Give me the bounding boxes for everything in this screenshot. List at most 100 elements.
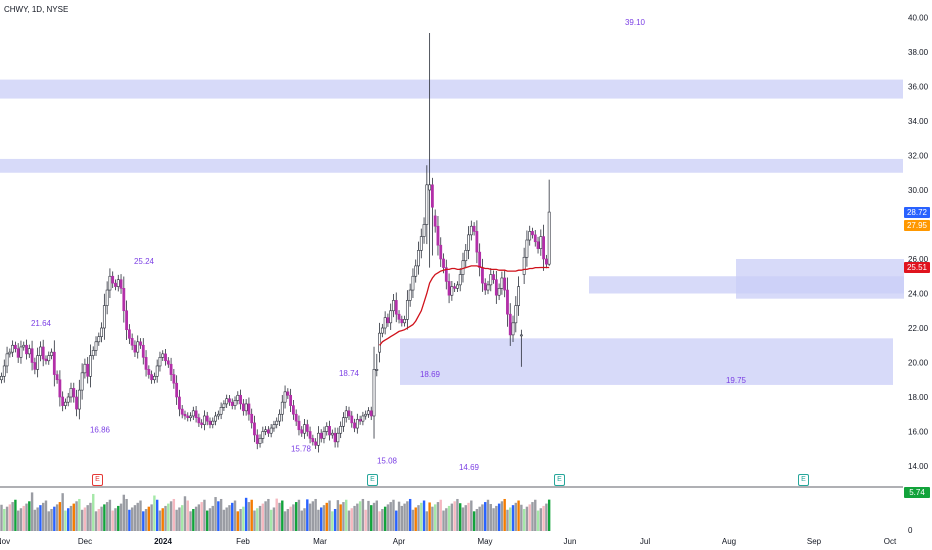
candle-body (417, 250, 420, 267)
volume-bar (144, 509, 148, 531)
volume-bar (517, 500, 520, 531)
volume-bar (36, 507, 39, 531)
candle-body (291, 405, 295, 415)
candle-body (269, 427, 273, 434)
candle-body (328, 426, 331, 436)
candle-body (300, 429, 304, 434)
volume-bar (16, 510, 20, 531)
price-tag: 27.95 (904, 219, 930, 231)
volume-bar (281, 500, 284, 531)
candle-body (64, 401, 67, 406)
candle-body (80, 372, 84, 391)
volume-bar (289, 506, 292, 531)
volume-bar (283, 511, 287, 531)
volume-bar (267, 498, 270, 531)
candle-body (350, 415, 354, 424)
candle-body (533, 234, 537, 243)
volume-bar (22, 505, 25, 531)
volume-bar (150, 504, 153, 531)
volume-bar (111, 510, 114, 531)
candle-body (375, 369, 379, 371)
candle-body (492, 274, 495, 280)
candle-body (108, 275, 112, 291)
candle-body (75, 396, 78, 410)
candle-body (330, 432, 334, 436)
y-tick-label: 24.00 (908, 290, 929, 299)
candle-body (208, 420, 212, 425)
candle-body (483, 282, 487, 291)
candle-body (14, 344, 17, 349)
volume-bar (47, 511, 50, 531)
volume-bar (367, 500, 370, 531)
candle-body (261, 431, 265, 439)
candle-body (52, 351, 56, 375)
volume-bar (92, 493, 95, 531)
y-tick-label: 18.00 (908, 393, 929, 402)
volume-bar (522, 509, 526, 531)
volume-bar (514, 502, 517, 531)
candle-body (141, 344, 145, 358)
candle-body (547, 211, 551, 265)
earnings-marker[interactable]: E (367, 474, 378, 486)
candle-body (205, 415, 209, 422)
price-annotation: 18.74 (339, 369, 360, 378)
candle-body (19, 346, 23, 358)
volume-bar (119, 503, 123, 531)
y-tick-label: 16.00 (908, 428, 929, 437)
candle-body (241, 403, 245, 412)
candle-body (139, 341, 142, 346)
candle-body (342, 417, 345, 427)
candle-body (536, 241, 540, 249)
volume-bar (200, 502, 203, 531)
earnings-marker[interactable]: E (798, 474, 809, 486)
volume-bar (503, 498, 506, 531)
candle-body (353, 422, 356, 429)
volume-bar (189, 511, 192, 531)
candle-body (275, 420, 279, 425)
candle-body (136, 341, 140, 353)
volume-bar (181, 505, 184, 531)
volume-bar (117, 505, 120, 531)
volume-bar (100, 506, 103, 531)
candle-body (225, 398, 229, 405)
candle-body (175, 382, 179, 398)
volume-bar (425, 511, 429, 531)
volume-bar (378, 511, 381, 531)
y-tick-label: 40.00 (908, 14, 929, 23)
volume-bar (472, 511, 476, 531)
volume-bar (528, 504, 531, 531)
candle-body (508, 313, 512, 336)
volume-bar (269, 509, 273, 531)
candle-body (481, 267, 484, 284)
volume-bar (158, 510, 162, 531)
candle-body (444, 267, 448, 282)
y-tick-label: 20.00 (908, 359, 929, 368)
volume-bar (433, 504, 437, 531)
candle-body (83, 363, 87, 374)
candle-body (511, 322, 515, 336)
volume-bar (206, 510, 209, 531)
volume-bar (256, 508, 259, 531)
volume-bar (395, 510, 398, 531)
volume-bar (345, 499, 348, 531)
candle-body (33, 362, 37, 370)
volume-bar (492, 508, 495, 531)
earnings-marker[interactable]: E (554, 474, 565, 486)
volume-bar (39, 505, 42, 531)
volume-bar (247, 502, 251, 531)
x-tick-label: Jul (640, 537, 650, 546)
volume-bar (361, 498, 365, 531)
earnings-marker[interactable]: E (92, 474, 103, 486)
volume-bar (61, 493, 64, 531)
volume-bar (11, 502, 14, 531)
price-annotation: 16.86 (90, 426, 111, 435)
volume-bar (75, 501, 78, 531)
candle-body (500, 277, 504, 289)
candle-body (236, 394, 240, 401)
volume-bar (411, 509, 415, 531)
volume-bar (364, 509, 367, 531)
candle-body (525, 239, 529, 258)
volume-bar (431, 506, 434, 531)
volume-bar (422, 500, 426, 531)
